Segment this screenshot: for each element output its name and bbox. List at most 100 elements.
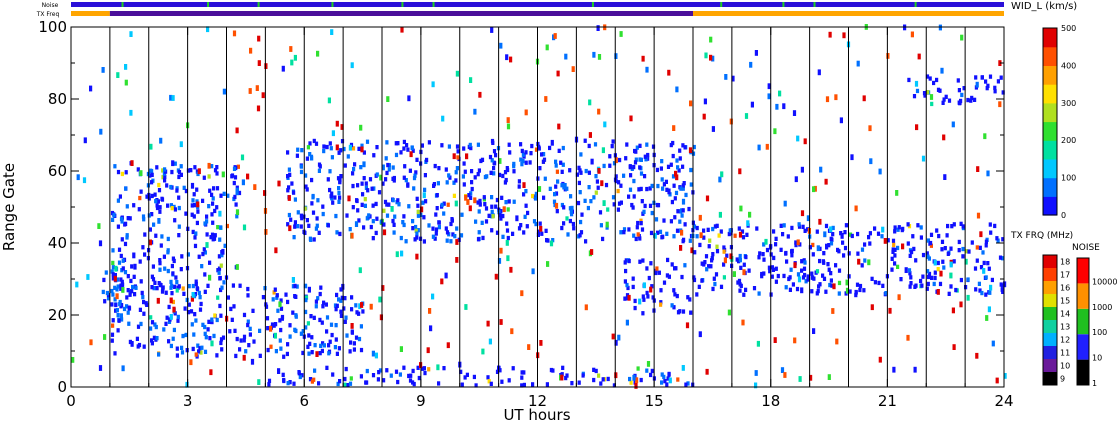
data-cell [455,166,459,171]
data-cell [970,240,974,245]
colorbar-noise-title: NOISE [1072,243,1100,253]
data-cell [111,265,115,270]
data-cell [106,296,111,301]
x-tick-label: 12 [528,392,547,410]
data-cell [166,203,170,208]
data-cell [308,141,312,146]
data-cell [681,309,686,314]
data-cell [318,164,322,169]
noise-cell [886,53,890,59]
data-cell [503,170,508,175]
data-cell [154,324,158,330]
data-cell [737,259,741,264]
noise-cell [331,130,335,137]
data-cell [322,343,326,348]
noise-cell [287,195,291,201]
data-cell [847,274,851,279]
data-cell [361,309,365,314]
data-cell [143,232,147,237]
data-cell [632,178,636,184]
noise-cell [951,307,955,314]
data-cell [305,187,309,192]
data-cell [517,184,521,189]
data-cell [150,180,154,185]
data-cell [116,198,120,203]
data-cell [182,291,186,296]
noise-cell [256,105,261,112]
noise-cell [738,231,743,238]
data-cell [890,267,894,272]
data-cell [795,286,800,292]
data-cell [950,224,954,229]
data-cell [592,195,596,200]
data-cell [371,373,376,378]
data-cell [136,167,140,172]
data-cell [177,170,182,175]
data-cell [125,235,129,240]
data-cell [794,240,798,245]
data-cell [206,327,210,332]
data-cell [710,256,714,261]
noise-cell [803,138,807,145]
data-cell [340,139,345,144]
data-cell [167,339,171,344]
data-cell [369,224,373,230]
data-cell [998,255,1003,260]
noise-cell [560,374,564,381]
data-cell [307,333,311,338]
data-cell [375,216,379,221]
data-cell [244,349,248,354]
noise-cell [315,351,319,357]
data-cell [984,239,988,244]
data-cell [863,258,867,263]
data-cell [543,176,547,181]
data-cell [815,229,819,234]
data-cell [360,181,364,186]
data-cell [802,258,806,263]
data-cell [172,258,176,264]
data-cell [578,168,582,173]
data-cell [211,196,215,201]
noise-cell [466,199,470,205]
data-cell [385,202,389,207]
noise-cell [723,257,727,264]
data-cell [198,307,203,312]
data-cell [299,213,303,218]
data-cell [271,297,275,302]
data-cell [984,79,988,84]
data-cell [655,266,659,271]
data-cell [103,299,107,304]
data-cell [377,190,382,195]
data-cell [534,191,538,197]
data-cell [933,270,937,275]
data-cell [495,230,500,235]
data-cell [292,381,296,386]
data-cell [828,282,832,288]
data-cell [776,273,780,279]
data-cell [304,309,308,315]
data-cell [407,204,411,209]
data-cell [234,202,238,207]
noise-cell [597,108,601,115]
data-cell [662,182,666,187]
data-cell [848,232,853,237]
noise-cell [382,229,387,236]
data-cell [612,161,617,166]
data-cell [630,202,634,208]
data-cell [937,233,941,239]
data-cell [484,206,489,211]
noise-cell [544,96,548,102]
noise-cell [506,255,510,262]
data-cell [165,183,169,188]
noise-cell [806,215,810,222]
data-cell [810,289,814,294]
noise-cell [446,342,450,349]
data-cell [538,166,542,171]
data-cell [667,372,671,377]
data-cell [235,336,239,342]
data-cell [372,186,376,191]
data-cell [222,191,226,196]
noise-cell [263,190,267,196]
data-cell [187,302,191,307]
colorbar-txfreq-tick: 12 [1060,336,1070,345]
